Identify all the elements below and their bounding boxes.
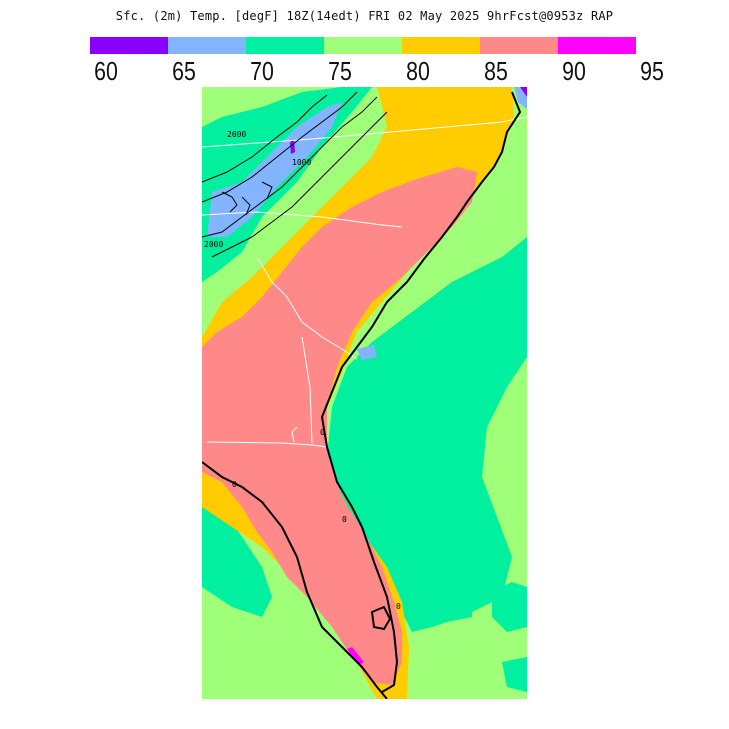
- colorbar-swatch-75-80: [324, 37, 402, 54]
- tick-label: 70: [250, 56, 274, 86]
- temp-band-70-75-blob: [427, 587, 472, 622]
- contour-labels: 2000 2000 1000 0 0 0 0: [204, 130, 401, 611]
- temp-band-60-65-north: [520, 87, 527, 97]
- temp-band-65-70-coast: [357, 345, 377, 360]
- contour-label: 0: [320, 428, 325, 437]
- elevation-contours: [202, 91, 388, 258]
- tick-label: 75: [328, 56, 352, 86]
- contour-label: 0: [396, 602, 401, 611]
- contour-label: 1000: [292, 158, 311, 167]
- temp-band-70-75-blob-south: [502, 657, 527, 692]
- tick-label: 60: [94, 56, 118, 86]
- temp-band-90-95: [347, 647, 364, 665]
- contour-label: 0: [232, 480, 237, 489]
- colorbar-tick-labels: 60 65 70 75 80 85 90 95: [0, 56, 729, 90]
- temp-band-70-75-mountains: [202, 87, 372, 282]
- temperature-colorbar: [90, 37, 636, 54]
- colorbar-swatch-80-85: [402, 37, 480, 54]
- temp-band-70-75-gulf: [202, 497, 272, 617]
- tick-label: 85: [484, 56, 508, 86]
- temp-band-70-75-blob-east: [492, 582, 527, 632]
- temperature-map: 2000 2000 1000 0 0 0 0: [202, 87, 527, 699]
- contour-lines: [202, 91, 522, 699]
- map-title: Sfc. (2m) Temp. [degF] 18Z(14edt) FRI 02…: [115, 9, 614, 23]
- colorbar-swatch-60-65: [90, 37, 168, 54]
- tick-label: 80: [406, 56, 430, 86]
- contour-label: 0: [342, 515, 347, 524]
- temperature-map-svg: 2000 2000 1000 0 0 0 0: [202, 87, 527, 699]
- tick-label: 65: [172, 56, 196, 86]
- temp-band-65-70-north: [514, 87, 527, 109]
- temp-band-65-70: [207, 102, 342, 237]
- tick-label: 95: [640, 56, 664, 86]
- tick-label: 90: [562, 56, 586, 86]
- colorbar-swatch-85-90: [480, 37, 558, 54]
- temp-band-85-90: [202, 167, 477, 685]
- colorbar-swatch-70-75: [246, 37, 324, 54]
- colorbar-swatch-65-70: [168, 37, 246, 54]
- colorbar-swatch-90-95: [558, 37, 636, 54]
- contour-label: 2000: [227, 130, 246, 139]
- temp-band-70-75-ocean: [327, 237, 527, 632]
- contour-label: 2000: [204, 240, 223, 249]
